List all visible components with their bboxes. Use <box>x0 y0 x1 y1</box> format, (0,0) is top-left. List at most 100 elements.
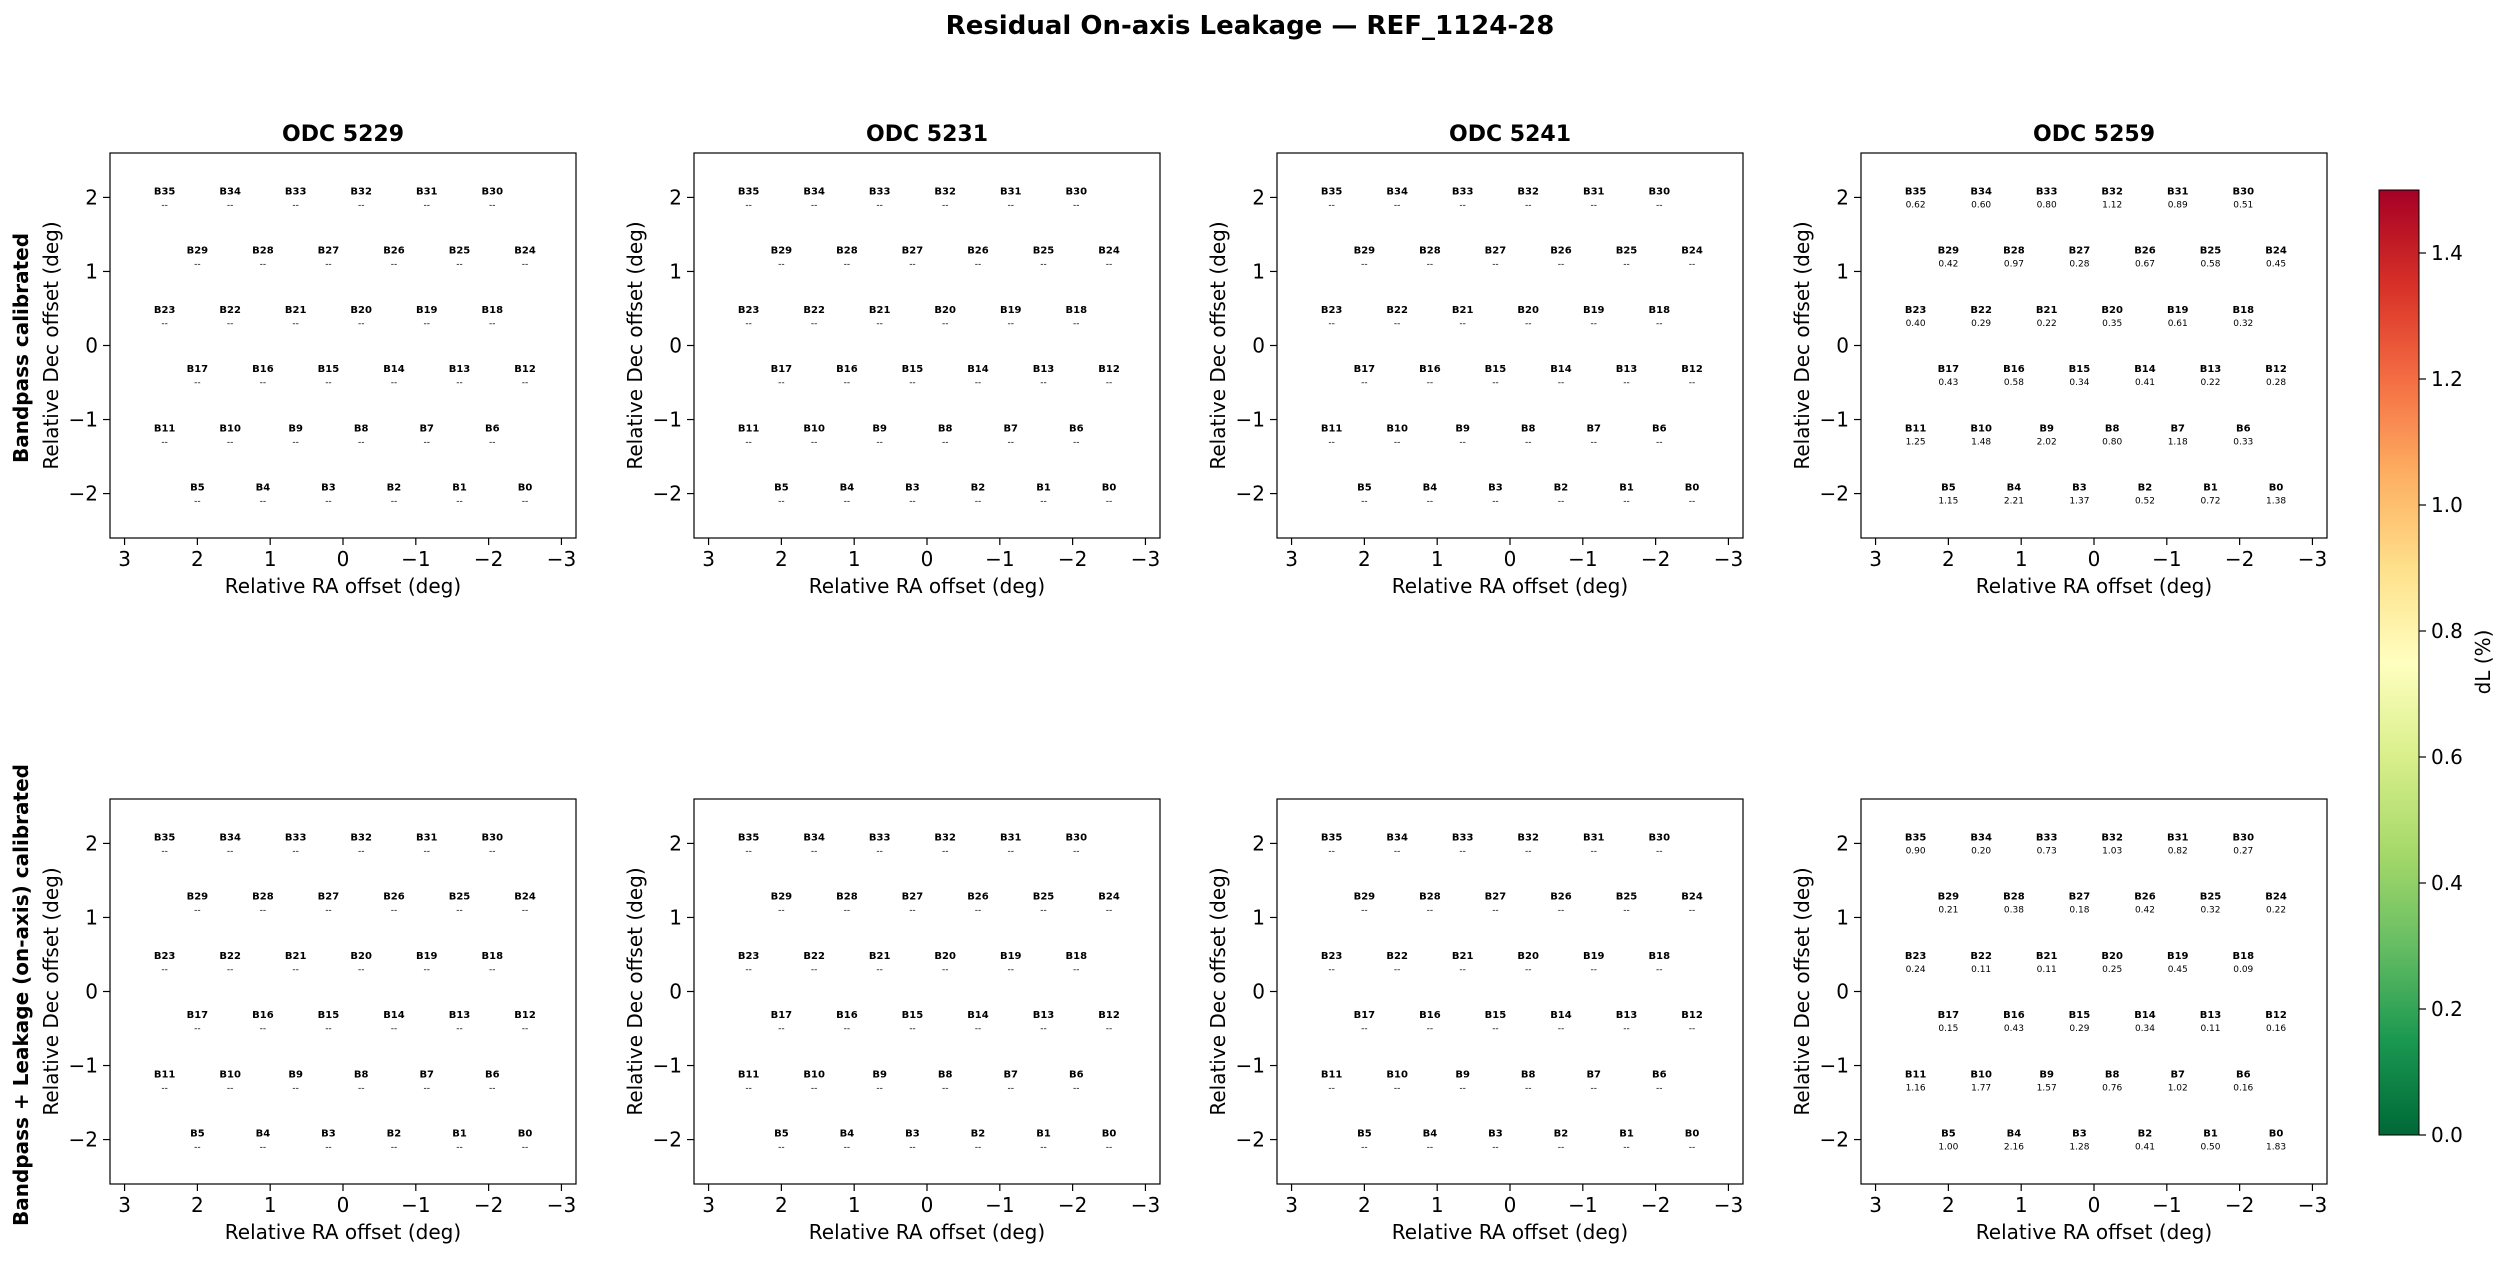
y-tick-label: 1 <box>669 905 682 929</box>
beam-label: B16 <box>2003 1010 2025 1021</box>
beam-value: -- <box>909 260 916 270</box>
beam-value: -- <box>1623 497 1630 507</box>
beam-label: B16 <box>836 1010 858 1021</box>
y-tick-label: 2 <box>85 185 98 209</box>
beam-label: B5 <box>774 483 789 494</box>
beam-value: -- <box>1558 497 1565 507</box>
beam-value: -- <box>1394 200 1401 210</box>
beam-label: B3 <box>905 483 920 494</box>
colorbar-label: dL (%) <box>2471 630 2495 695</box>
beam-label: B25 <box>1616 246 1638 257</box>
beam-value: -- <box>844 260 851 270</box>
beam-value: -- <box>1007 846 1014 856</box>
beam-value: -- <box>1040 260 1047 270</box>
beam-value: -- <box>292 200 299 210</box>
x-tick-label: −2 <box>474 547 503 571</box>
beam-value: -- <box>358 846 365 856</box>
beam-label: B4 <box>840 483 855 494</box>
beam-label: B12 <box>514 364 536 375</box>
beam-label: B23 <box>1321 951 1343 962</box>
beam-label: B35 <box>154 832 176 843</box>
beam-label: B27 <box>318 892 340 903</box>
beam-value: -- <box>1623 378 1630 388</box>
beam-value: -- <box>489 1083 496 1093</box>
x-tick-label: 0 <box>921 547 934 571</box>
beam-label: B1 <box>1036 483 1051 494</box>
x-axis-label: Relative RA offset (deg) <box>1392 1220 1628 1244</box>
beam-label: B14 <box>1550 364 1572 375</box>
beam-label: B31 <box>416 186 438 197</box>
beam-label: B20 <box>934 951 956 962</box>
y-tick-label: −1 <box>1236 1054 1265 1078</box>
y-tick-label: −1 <box>1820 1054 1849 1078</box>
beam-label: B7 <box>2170 1069 2185 1080</box>
beam-value: -- <box>1106 378 1113 388</box>
beam-label: B8 <box>354 423 369 434</box>
beam-label: B30 <box>481 186 503 197</box>
beam-value: -- <box>1590 965 1597 975</box>
beam-label: B23 <box>154 305 176 316</box>
beam-value: -- <box>1492 378 1499 388</box>
beam-value: 0.60 <box>1971 200 1991 210</box>
beam-value: -- <box>1361 497 1368 507</box>
x-tick-label: −2 <box>1641 1193 1670 1217</box>
beam-value: -- <box>1558 260 1565 270</box>
beam-value: 1.15 <box>1938 497 1958 507</box>
beam-value: -- <box>1623 1143 1630 1153</box>
beam-value: -- <box>975 906 982 916</box>
beam-value: -- <box>844 378 851 388</box>
beam-label: B4 <box>840 1129 855 1140</box>
x-tick-label: 1 <box>264 1193 277 1217</box>
beam-value: -- <box>260 906 267 916</box>
beam-value: -- <box>1590 200 1597 210</box>
beam-value: 0.51 <box>2233 200 2253 210</box>
beam-value: 1.38 <box>2266 497 2286 507</box>
beam-label: B1 <box>2203 483 2218 494</box>
beam-label: B8 <box>354 1069 369 1080</box>
beam-label: B22 <box>803 305 825 316</box>
beam-label: B18 <box>481 305 503 316</box>
beam-value: 0.09 <box>2233 965 2253 975</box>
x-tick-label: 0 <box>2088 547 2101 571</box>
beam-label: B31 <box>416 832 438 843</box>
beam-value: -- <box>325 906 332 916</box>
beam-value: 1.83 <box>2266 1143 2286 1153</box>
y-tick-label: 2 <box>1836 831 1849 855</box>
x-tick-label: 2 <box>191 1193 204 1217</box>
beam-value: -- <box>456 260 463 270</box>
beam-value: 0.82 <box>2168 846 2188 856</box>
x-tick-label: 2 <box>191 547 204 571</box>
beam-label: B13 <box>1616 1010 1638 1021</box>
x-axis-label: Relative RA offset (deg) <box>1976 574 2212 598</box>
beam-label: B34 <box>219 186 241 197</box>
beam-label: B12 <box>1098 1010 1120 1021</box>
beam-label: B23 <box>154 951 176 962</box>
axes-frame <box>1860 152 2328 539</box>
beam-value: 0.72 <box>2200 497 2220 507</box>
beam-value: -- <box>1492 1143 1499 1153</box>
beam-value: 0.45 <box>2168 965 2188 975</box>
beam-value: 1.37 <box>2069 497 2089 507</box>
y-tick-label: −1 <box>1236 408 1265 432</box>
y-tick-label: 1 <box>669 259 682 283</box>
y-tick-label: 1 <box>1252 259 1265 283</box>
beam-value: -- <box>1427 378 1434 388</box>
beam-value: 1.25 <box>1906 437 1926 447</box>
beam-label: B11 <box>1321 1069 1343 1080</box>
beam-value: -- <box>778 378 785 388</box>
beam-label: B27 <box>902 892 924 903</box>
beam-value: -- <box>292 319 299 329</box>
beam-label: B3 <box>1488 1129 1503 1140</box>
beam-value: -- <box>1106 1024 1113 1034</box>
beam-label: B8 <box>2105 1069 2120 1080</box>
x-tick-label: −3 <box>2298 547 2327 571</box>
beam-value: -- <box>1394 319 1401 329</box>
beam-label: B25 <box>449 246 471 257</box>
beam-label: B30 <box>1648 186 1670 197</box>
x-tick-label: 2 <box>1942 1193 1955 1217</box>
beam-label: B7 <box>1586 1069 1601 1080</box>
beam-label: B4 <box>256 483 271 494</box>
beam-value: -- <box>489 437 496 447</box>
beam-label: B32 <box>350 832 372 843</box>
x-tick-label: −3 <box>2298 1193 2327 1217</box>
